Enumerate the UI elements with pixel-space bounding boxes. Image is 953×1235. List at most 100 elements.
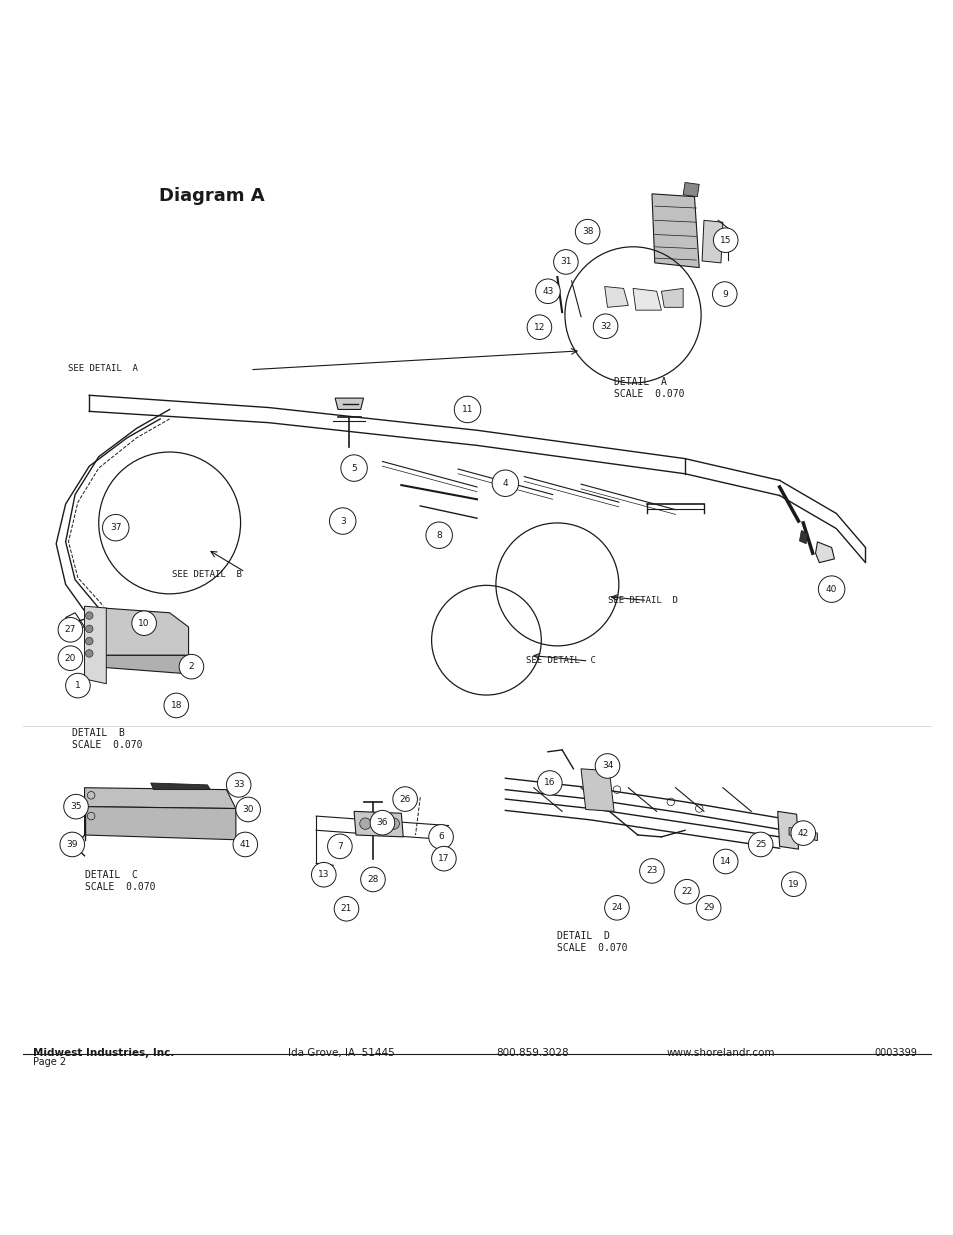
Circle shape — [454, 396, 480, 422]
Text: 10: 10 — [138, 619, 150, 627]
Text: 3: 3 — [339, 516, 345, 526]
Text: 0003399: 0003399 — [873, 1049, 916, 1058]
Text: 14: 14 — [720, 857, 731, 866]
Polygon shape — [151, 783, 210, 789]
Circle shape — [593, 314, 618, 338]
Circle shape — [527, 315, 551, 340]
Text: 2: 2 — [189, 662, 194, 671]
Text: 26: 26 — [399, 794, 411, 804]
Text: 25: 25 — [754, 840, 765, 848]
Text: 39: 39 — [67, 840, 78, 848]
Polygon shape — [660, 289, 682, 308]
Text: 37: 37 — [110, 524, 121, 532]
Circle shape — [226, 773, 251, 797]
Text: 11: 11 — [461, 405, 473, 414]
Text: 12: 12 — [533, 322, 544, 332]
Circle shape — [329, 508, 355, 535]
Text: Diagram A: Diagram A — [159, 188, 265, 205]
Circle shape — [164, 693, 189, 718]
Circle shape — [696, 895, 720, 920]
Circle shape — [60, 832, 85, 857]
Text: 8: 8 — [436, 531, 441, 540]
Circle shape — [235, 797, 260, 821]
Polygon shape — [633, 289, 660, 310]
Circle shape — [818, 576, 844, 603]
Text: Page 2: Page 2 — [32, 1057, 66, 1067]
Text: 24: 24 — [611, 903, 622, 913]
Text: SEE DETAIL  C: SEE DETAIL C — [526, 656, 596, 664]
Circle shape — [58, 618, 83, 642]
Text: SEE DETAIL  A: SEE DETAIL A — [69, 364, 138, 373]
Circle shape — [431, 846, 456, 871]
Circle shape — [86, 637, 93, 645]
Text: 43: 43 — [541, 287, 553, 295]
Polygon shape — [354, 811, 403, 837]
Text: 800.859.3028: 800.859.3028 — [496, 1049, 568, 1058]
Circle shape — [575, 220, 599, 245]
Text: 20: 20 — [65, 653, 76, 663]
Circle shape — [713, 228, 738, 252]
Circle shape — [58, 646, 83, 671]
Polygon shape — [98, 608, 189, 656]
Circle shape — [66, 673, 91, 698]
Circle shape — [374, 818, 385, 830]
Circle shape — [327, 834, 352, 858]
Circle shape — [674, 879, 699, 904]
Circle shape — [132, 611, 156, 636]
Text: SEE DETAIL  D: SEE DETAIL D — [607, 597, 677, 605]
Text: 5: 5 — [351, 463, 356, 473]
Polygon shape — [651, 194, 699, 268]
Text: 33: 33 — [233, 781, 244, 789]
Circle shape — [334, 897, 358, 921]
Circle shape — [360, 867, 385, 892]
Text: 13: 13 — [317, 871, 329, 879]
Text: 38: 38 — [581, 227, 593, 236]
Circle shape — [64, 794, 89, 819]
Circle shape — [359, 818, 371, 830]
Text: 27: 27 — [65, 625, 76, 635]
Polygon shape — [777, 811, 798, 850]
Polygon shape — [335, 398, 363, 410]
Circle shape — [781, 872, 805, 897]
Circle shape — [312, 862, 335, 887]
Polygon shape — [682, 183, 699, 196]
Circle shape — [102, 515, 129, 541]
Circle shape — [604, 895, 629, 920]
Polygon shape — [701, 220, 722, 263]
Circle shape — [492, 471, 518, 496]
Circle shape — [712, 282, 737, 306]
Circle shape — [537, 771, 561, 795]
Text: 18: 18 — [171, 701, 182, 710]
Polygon shape — [94, 656, 193, 674]
Polygon shape — [85, 806, 235, 840]
Text: Midwest Industries, Inc.: Midwest Industries, Inc. — [32, 1049, 173, 1058]
Text: 1: 1 — [75, 680, 81, 690]
Circle shape — [393, 787, 417, 811]
Text: 28: 28 — [367, 874, 378, 884]
Polygon shape — [580, 769, 614, 811]
Circle shape — [425, 522, 452, 548]
Text: 32: 32 — [599, 322, 611, 331]
Text: 6: 6 — [437, 832, 443, 841]
Circle shape — [428, 825, 453, 850]
Text: 9: 9 — [721, 289, 727, 299]
Polygon shape — [799, 531, 807, 543]
Circle shape — [747, 832, 772, 857]
Circle shape — [790, 821, 815, 846]
Text: DETAIL  A
SCALE  0.070: DETAIL A SCALE 0.070 — [614, 378, 684, 399]
Text: 30: 30 — [242, 805, 253, 814]
Text: 40: 40 — [825, 584, 837, 594]
Text: 41: 41 — [239, 840, 251, 848]
Circle shape — [179, 655, 204, 679]
Text: 23: 23 — [645, 867, 657, 876]
Circle shape — [233, 832, 257, 857]
Text: DETAIL  B
SCALE  0.070: DETAIL B SCALE 0.070 — [72, 729, 143, 750]
Text: 34: 34 — [601, 762, 613, 771]
Text: SEE DETAIL  B: SEE DETAIL B — [172, 571, 242, 579]
Circle shape — [388, 818, 399, 830]
Text: Ida Grove, IA  51445: Ida Grove, IA 51445 — [288, 1049, 395, 1058]
Circle shape — [370, 810, 395, 835]
Text: www.shorelandr.com: www.shorelandr.com — [665, 1049, 774, 1058]
Circle shape — [535, 279, 559, 304]
Circle shape — [595, 753, 619, 778]
